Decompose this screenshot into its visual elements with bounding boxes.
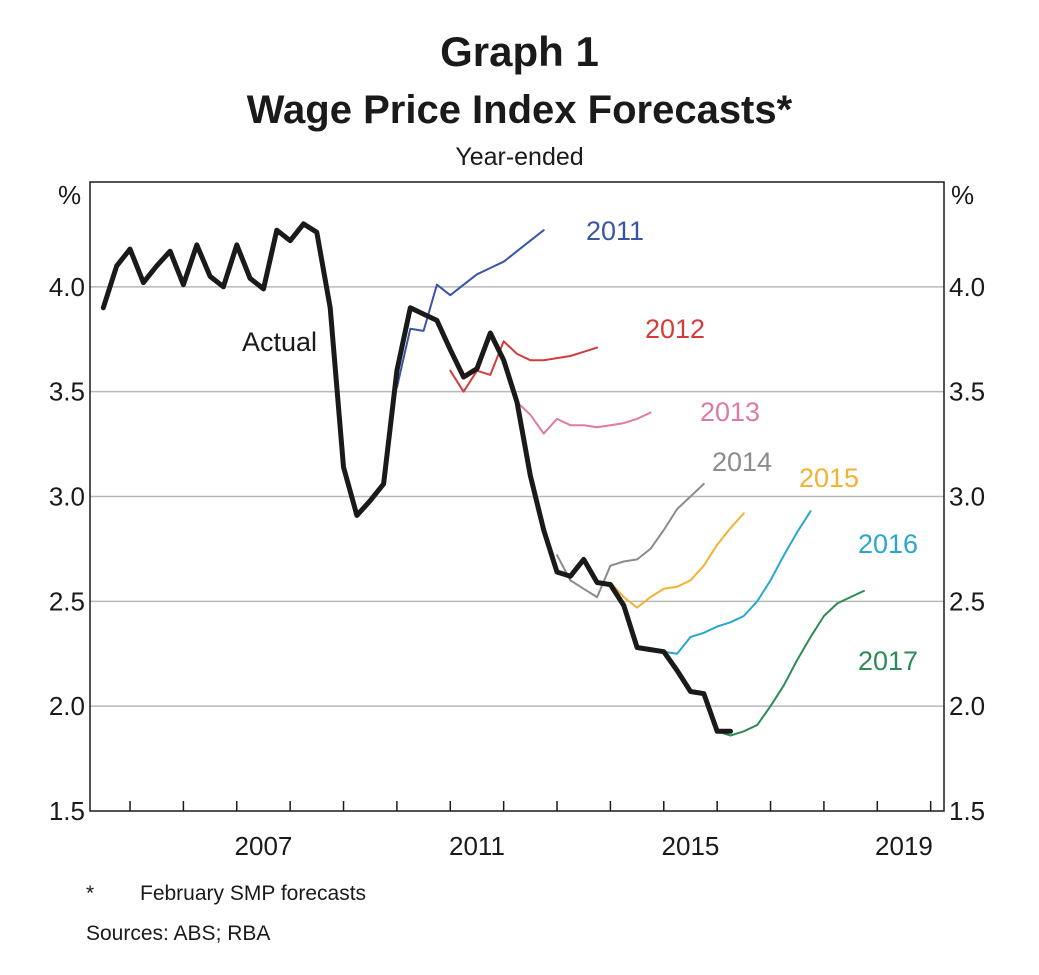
series-line-2011	[395, 229, 545, 389]
footnote-text: February SMP forecasts	[140, 882, 367, 905]
y-tick-label-left: 3.5	[49, 377, 85, 407]
y-tick-label-right: 2.5	[949, 586, 985, 616]
series-line-2015	[609, 512, 745, 609]
series-line-actual	[100, 221, 733, 734]
series-line-2013	[502, 359, 652, 435]
x-tick-label: 2007	[235, 831, 293, 861]
series-label-2017: 2017	[858, 646, 918, 676]
sources-text: Sources: ABS; RBA	[86, 922, 271, 945]
chart-title: Graph 1	[440, 28, 599, 75]
series-label-2013: 2013	[700, 397, 760, 427]
y-tick-label-left: 1.5	[49, 796, 85, 826]
series-label-actual: Actual	[242, 327, 317, 357]
x-tick-label: 2015	[662, 831, 720, 861]
footnote-star: *	[86, 882, 95, 905]
x-tick-label: 2011	[449, 831, 505, 861]
chart-subsubtitle: Year-ended	[455, 143, 584, 171]
y-unit-left: %	[58, 180, 81, 210]
y-tick-label-left: 2.0	[49, 691, 85, 721]
y-tick-label-right: 3.0	[949, 482, 985, 512]
series-label-2012: 2012	[645, 314, 705, 344]
series-line-2012	[449, 340, 599, 393]
y-tick-label-right: 1.5	[949, 796, 985, 826]
y-tick-label-right: 4.0	[949, 272, 985, 302]
y-tick-label-left: 2.5	[49, 586, 85, 616]
series-label-2011: 2011	[586, 216, 644, 246]
y-tick-label-right: 3.5	[949, 377, 985, 407]
series-label-2014: 2014	[712, 447, 772, 477]
x-tick-label: 2019	[875, 831, 933, 861]
series-line-2017	[716, 589, 865, 737]
y-tick-label-left: 3.0	[49, 482, 85, 512]
chart-subtitle: Wage Price Index Forecasts*	[246, 88, 793, 132]
series-line-2014	[556, 482, 705, 599]
series-label-2016: 2016	[858, 529, 918, 559]
y-tick-label-left: 4.0	[49, 272, 85, 302]
plot-frame	[89, 181, 945, 812]
series-label-2015: 2015	[799, 463, 859, 493]
y-unit-right: %	[951, 180, 974, 210]
series-line-2016	[662, 510, 812, 655]
y-tick-label-right: 2.0	[949, 691, 985, 721]
